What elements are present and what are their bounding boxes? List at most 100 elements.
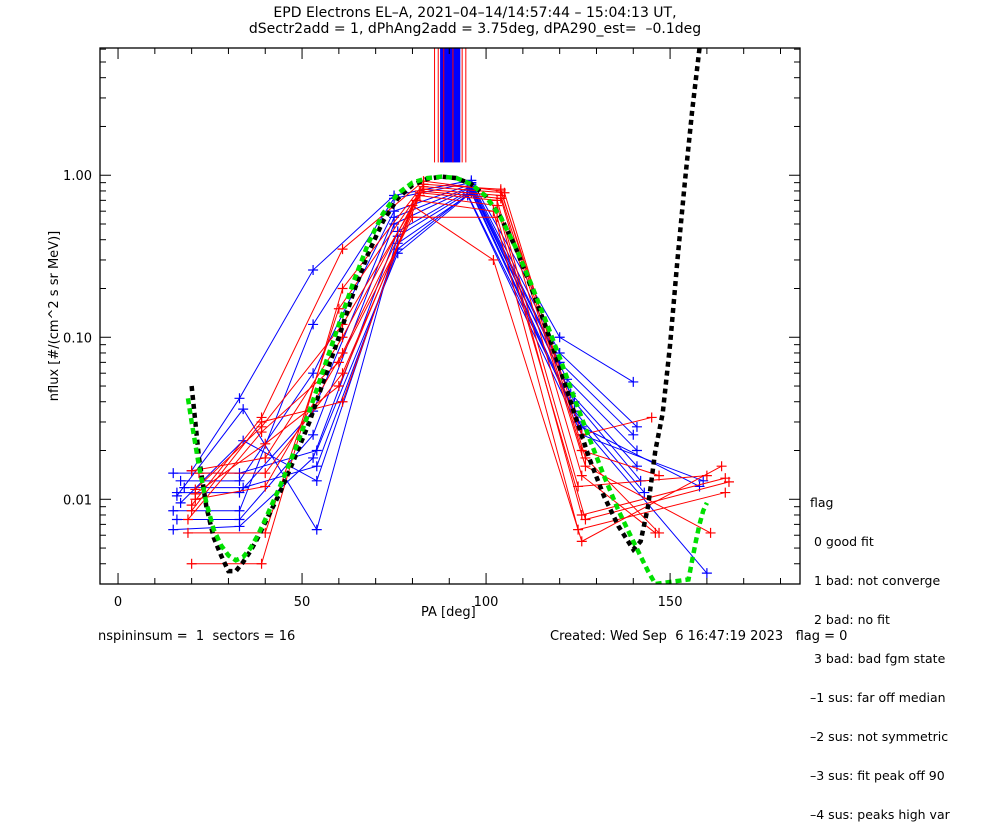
x-tick-label: 0 [114, 595, 122, 610]
data-point-red-1 [646, 412, 657, 423]
data-point-blue-1 [234, 393, 245, 404]
data-point-blue-8 [175, 497, 186, 508]
data-point-blue-7 [238, 404, 249, 415]
footer-info: nspininsum = 1 sectors = 16 [98, 629, 296, 644]
data-point-red-2 [186, 558, 197, 569]
series-line-blue-6 [173, 188, 642, 531]
legend-item: 2 bad: no fit [810, 612, 890, 627]
chart-title: EPD Electrons EL–A, 2021–04–14/14:57:44 … [273, 5, 677, 21]
data-point-red-7 [260, 468, 271, 479]
data-point-blue-3 [308, 368, 319, 379]
series-line-red-5 [191, 190, 656, 534]
data-point-red-5 [650, 527, 661, 538]
data-point-red-9 [488, 254, 499, 265]
data-point-red-2 [654, 470, 665, 481]
series-line-red-9 [191, 204, 722, 543]
data-point-red-1 [337, 244, 348, 255]
legend-item: –1 sus: far off median [810, 690, 946, 705]
x-tick-label: 150 [658, 595, 683, 610]
x-axis-label: PA [deg] [421, 605, 476, 620]
data-point-red-9 [337, 396, 348, 407]
data-point-blue-7 [171, 490, 182, 501]
data-point-red-10 [333, 357, 344, 368]
data-point-blue-6 [308, 452, 319, 463]
series-line-red-8 [195, 199, 726, 531]
data-point-blue-3 [175, 475, 186, 486]
data-point-red-8 [333, 381, 344, 392]
data-point-red-5 [260, 452, 271, 463]
data-point-blue-8 [311, 475, 322, 486]
legend-item: –4 sus: peaks high var [810, 807, 950, 822]
data-point-red-3 [182, 527, 193, 538]
data-point-blue-2 [168, 505, 179, 516]
series-line-red-10 [187, 216, 730, 521]
data-point-red-9 [576, 536, 587, 547]
data-point-red-4 [580, 461, 591, 472]
data-point-red-5 [576, 470, 587, 481]
chart-plot: 0 50 100 150 0.01 0.10 1.00 PA [deg] nflux [#/… [47, 47, 801, 620]
data-point-red-6 [337, 347, 348, 358]
peak-band-blue [440, 48, 461, 163]
data-point-red-5 [186, 465, 197, 476]
y-tick-label: 0.01 [63, 493, 92, 508]
data-point-red-8 [411, 195, 422, 206]
legend-item: 0 good fit [810, 534, 874, 549]
data-point-red-10 [407, 212, 418, 223]
data-point-blue-6 [168, 524, 179, 535]
data-point-red-6 [260, 481, 271, 492]
data-point-red-9 [407, 200, 418, 211]
data-point-blue-2 [234, 505, 245, 516]
fit-curve-green [185, 174, 709, 584]
x-tick-label: 100 [474, 595, 499, 610]
data-point-blue-4 [631, 445, 642, 456]
data-point-blue-9 [179, 482, 190, 493]
data-point-red-10 [580, 514, 591, 525]
plot-frame [99, 47, 801, 585]
footer-created: Created: Wed Sep 6 16:47:19 2023 flag = … [550, 629, 848, 644]
legend-item: –3 sus: fit peak off 90 [810, 768, 945, 783]
data-point-red-4 [705, 527, 716, 538]
data-point-red-10 [182, 514, 193, 525]
data-point-blue-8 [701, 568, 712, 579]
y-tick-label: 0.10 [63, 331, 92, 346]
data-point-blue-10 [168, 468, 179, 479]
data-point-blue-5 [171, 514, 182, 525]
data-point-red-8 [190, 488, 201, 499]
series-line-red-2 [191, 183, 660, 565]
data-point-blue-9 [311, 461, 322, 472]
data-point-blue-3 [628, 429, 639, 440]
data-point-red-8 [720, 487, 731, 498]
data-point-blue-2 [308, 319, 319, 330]
data-point-red-10 [723, 476, 734, 487]
legend-item: –2 sus: not symmetric [810, 729, 949, 744]
series-line-blue-10 [173, 194, 704, 482]
data-point-red-9 [716, 461, 727, 472]
data-point-red-2 [337, 283, 348, 294]
y-tick-label: 1.00 [63, 169, 92, 184]
data-point-blue-6 [234, 521, 245, 532]
data-point-blue-1 [554, 332, 565, 343]
data-point-red-2 [256, 558, 267, 569]
x-tick-label: 50 [294, 595, 311, 610]
data-point-red-3 [333, 303, 344, 314]
chart-subtitle: dSectr2add = 1, dPhAng2add = 3.75deg, dP… [248, 21, 702, 37]
y-axis-label: nflux [#/(cm^2 s sr MeV)] [47, 231, 62, 401]
series-layer [168, 48, 734, 584]
data-point-blue-7 [311, 524, 322, 535]
series-line-blue-4 [176, 186, 638, 494]
series-line-red-7 [199, 194, 726, 516]
axes-layer: 0 50 100 150 0.01 0.10 1.00 [63, 47, 801, 610]
data-point-blue-1 [628, 376, 639, 387]
series-line-blue-7 [176, 190, 645, 531]
data-point-red-10 [256, 427, 267, 438]
data-point-blue-7 [639, 487, 650, 498]
legend-item: 1 bad: not converge [810, 573, 941, 588]
data-point-blue-5 [631, 461, 642, 472]
legend-item: 3 bad: bad fgm state [810, 651, 946, 666]
data-point-red-6 [573, 481, 584, 492]
data-point-blue-2 [631, 421, 642, 432]
data-point-red-8 [260, 438, 271, 449]
data-point-red-9 [256, 416, 267, 427]
legend-title: flag [810, 495, 834, 510]
data-point-blue-1 [308, 265, 319, 276]
